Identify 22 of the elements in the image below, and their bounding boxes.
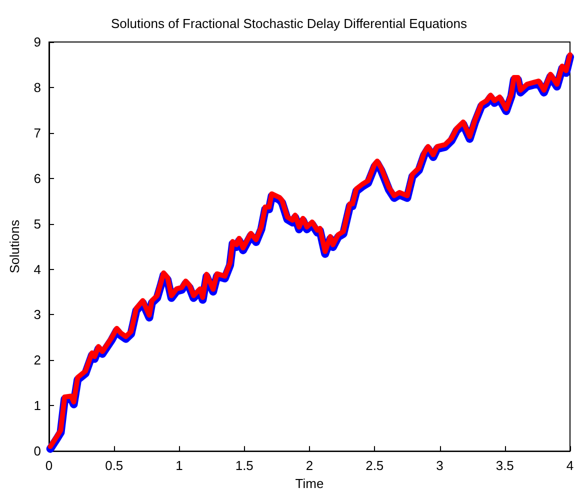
x-tick-label: 0.5	[105, 458, 124, 474]
x-tick-label: 0	[45, 458, 53, 474]
x-axis-title: Time	[295, 476, 324, 491]
y-axis-title: Solutions	[7, 219, 22, 274]
y-tick-label: 4	[34, 262, 41, 277]
x-tick-label: 2	[306, 458, 314, 474]
x-tick-label: 1	[176, 458, 183, 474]
x-tick-label: 4	[566, 458, 574, 474]
y-tick-label: 7	[34, 125, 41, 140]
y-tick-label: 8	[34, 80, 41, 95]
y-tick-label: 9	[34, 34, 41, 50]
y-tick-label: 0	[34, 444, 41, 459]
x-tick-label: 3	[436, 458, 444, 474]
y-tick-label: 1	[34, 398, 41, 414]
y-tick-label: 3	[34, 307, 41, 322]
y-tick-label: 2	[34, 352, 41, 368]
y-tick-label: 5	[34, 216, 41, 232]
x-tick-label: 2.5	[366, 458, 384, 474]
chart-title: Solutions of Fractional Stochastic Delay Differential Equations	[110, 16, 468, 31]
x-tick-label: 1.5	[235, 458, 254, 474]
y-tick-label: 6	[34, 170, 41, 186]
x-tick-label: 3.5	[496, 458, 514, 474]
